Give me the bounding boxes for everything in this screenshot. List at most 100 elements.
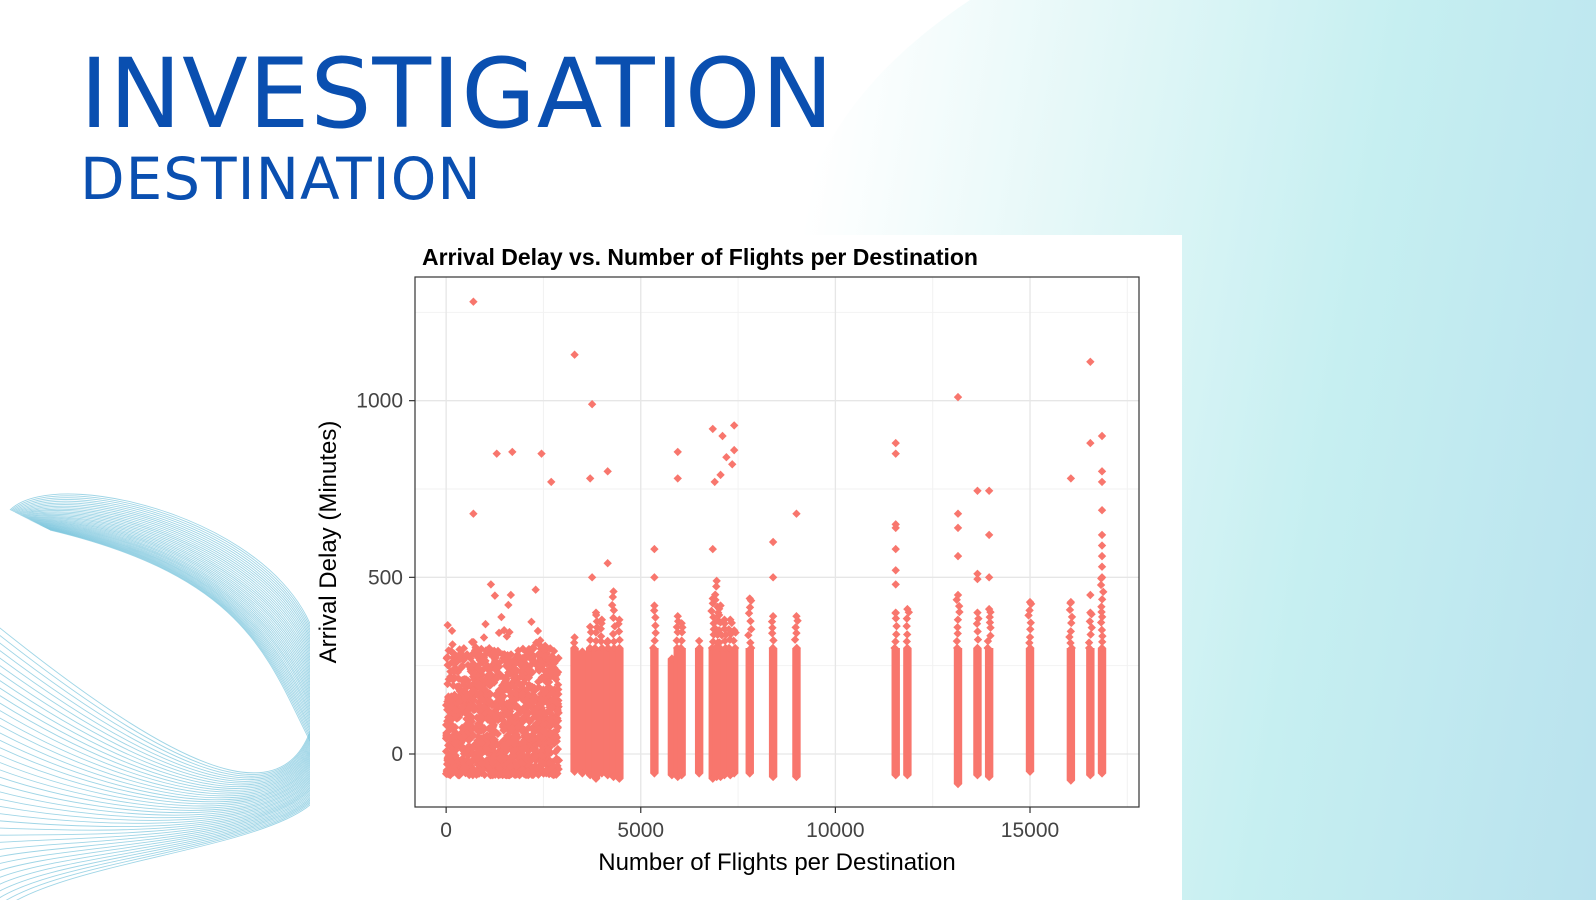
data-point-outlier xyxy=(673,447,682,457)
data-point xyxy=(768,612,778,621)
data-point xyxy=(1025,597,1035,607)
data-point xyxy=(542,752,551,762)
wave-line xyxy=(0,522,320,824)
data-point xyxy=(455,732,465,742)
wave-line xyxy=(0,513,320,797)
data-point xyxy=(791,623,800,632)
data-point xyxy=(1099,587,1108,597)
x-tick-label: 5000 xyxy=(617,819,664,842)
data-point-column xyxy=(1097,648,1107,774)
data-point xyxy=(953,779,963,789)
data-point xyxy=(986,623,995,632)
data-point xyxy=(570,633,579,642)
data-point xyxy=(651,621,660,630)
data-point xyxy=(469,637,478,647)
data-point xyxy=(530,686,540,695)
data-point xyxy=(1066,597,1076,607)
wave-line xyxy=(0,511,320,793)
data-point xyxy=(1087,623,1096,632)
data-point xyxy=(465,763,474,773)
data-point-outlier xyxy=(891,544,900,554)
data-point xyxy=(952,636,962,646)
wave-line xyxy=(0,497,320,777)
data-point xyxy=(537,746,546,755)
wave-line xyxy=(0,526,320,871)
data-point-outlier xyxy=(973,574,982,584)
data-point xyxy=(528,768,537,777)
wave-line xyxy=(0,507,320,787)
data-points xyxy=(441,297,1108,789)
x-tick-label: 0 xyxy=(440,819,452,842)
data-point xyxy=(532,638,541,647)
data-point xyxy=(1086,771,1095,780)
wave-line xyxy=(0,528,320,899)
data-point xyxy=(708,774,717,783)
data-point xyxy=(504,738,514,747)
data-point xyxy=(484,690,494,700)
data-point xyxy=(544,677,554,687)
wave-line xyxy=(0,505,320,786)
data-point xyxy=(615,774,624,783)
data-point xyxy=(458,702,467,712)
data-point xyxy=(541,687,550,697)
slide-subtitle: DESTINATION xyxy=(80,145,482,213)
data-point xyxy=(534,677,543,686)
data-point-column xyxy=(585,648,595,776)
data-point xyxy=(450,739,460,748)
data-point xyxy=(609,613,618,623)
data-point xyxy=(442,654,451,663)
data-point-outlier xyxy=(486,580,496,589)
data-point xyxy=(469,695,478,704)
wave-line xyxy=(0,517,320,803)
data-point xyxy=(955,607,964,617)
data-point-column xyxy=(953,648,963,785)
data-point-outlier xyxy=(891,438,900,448)
data-point xyxy=(768,772,778,782)
data-point xyxy=(487,664,496,673)
data-point xyxy=(746,643,756,653)
data-point xyxy=(513,722,523,732)
wave-line xyxy=(0,519,320,811)
data-point xyxy=(518,644,528,654)
data-point xyxy=(462,714,471,724)
data-point xyxy=(609,587,618,596)
y-axis-label: Arrival Delay (Minutes) xyxy=(315,421,342,664)
data-point xyxy=(452,700,461,709)
data-point xyxy=(468,770,478,780)
data-point-outlier xyxy=(722,453,731,462)
data-point-column xyxy=(615,648,624,779)
data-point xyxy=(953,590,963,600)
data-point xyxy=(768,643,778,653)
data-point xyxy=(544,733,554,742)
data-point xyxy=(983,643,992,653)
data-point xyxy=(651,613,660,622)
data-point xyxy=(1026,643,1035,653)
data-point xyxy=(1067,643,1076,653)
data-point xyxy=(515,770,524,780)
data-point-column xyxy=(667,658,677,776)
data-point-column xyxy=(591,648,601,779)
data-point xyxy=(677,636,686,645)
data-point xyxy=(650,601,659,610)
data-point xyxy=(578,647,587,656)
data-point xyxy=(494,668,503,677)
wave-line xyxy=(0,521,320,821)
data-point xyxy=(527,756,536,765)
data-point xyxy=(463,745,473,755)
data-point xyxy=(677,771,686,780)
data-point xyxy=(715,643,725,653)
data-point xyxy=(892,621,901,631)
data-point xyxy=(445,694,454,704)
data-point xyxy=(695,643,704,653)
data-point xyxy=(1097,625,1107,635)
data-point-column xyxy=(903,648,912,776)
data-point xyxy=(474,748,484,758)
data-point xyxy=(473,678,482,687)
data-point xyxy=(1065,632,1074,642)
wave-line xyxy=(6,529,320,900)
data-point xyxy=(534,766,544,775)
data-point xyxy=(1097,769,1107,778)
data-point xyxy=(673,617,683,626)
data-point xyxy=(591,608,601,617)
